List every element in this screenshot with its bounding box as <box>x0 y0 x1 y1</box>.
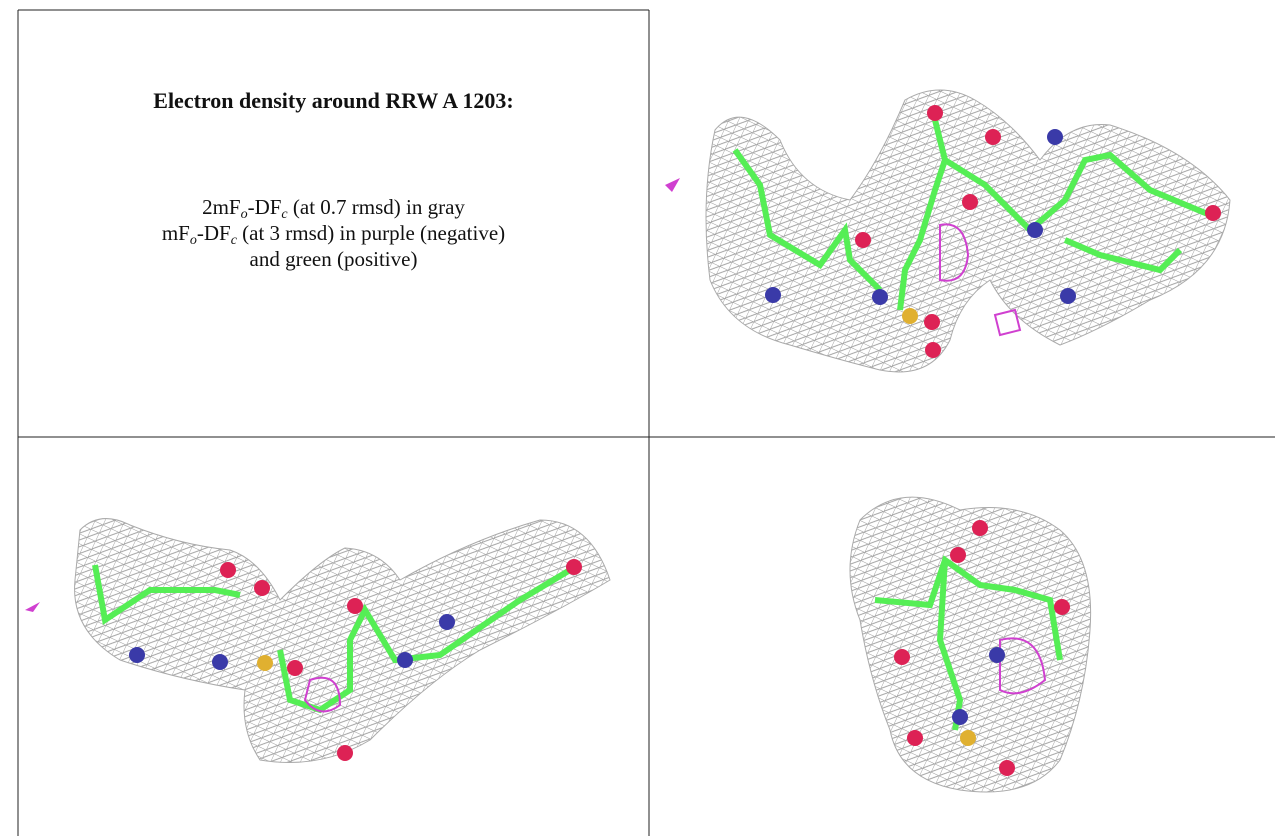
text-run: and green (positive) <box>250 247 418 271</box>
page: Electron density around RRW A 1203: 2mFo… <box>0 0 1275 836</box>
text-run: -DF <box>248 195 282 219</box>
caption: Electron density around RRW A 1203: 2mFo… <box>18 10 649 272</box>
text-run: 2mF <box>202 195 241 219</box>
density-render-3 <box>850 497 1091 792</box>
density-render-1 <box>665 90 1230 372</box>
subscript: o <box>190 233 197 248</box>
density-render-2 <box>25 519 610 763</box>
caption-line: mFo-DFc (at 3 rmsd) in purple (negative) <box>18 220 649 246</box>
caption-line: 2mFo-DFc (at 0.7 rmsd) in gray <box>18 194 649 220</box>
text-run: mF <box>162 221 190 245</box>
text-run: (at 0.7 rmsd) in gray <box>288 195 465 219</box>
caption-title: Electron density around RRW A 1203: <box>18 88 649 114</box>
text-run: -DF <box>197 221 231 245</box>
text-run: (at 3 rmsd) in purple (negative) <box>237 221 505 245</box>
caption-line: and green (positive) <box>18 246 649 272</box>
